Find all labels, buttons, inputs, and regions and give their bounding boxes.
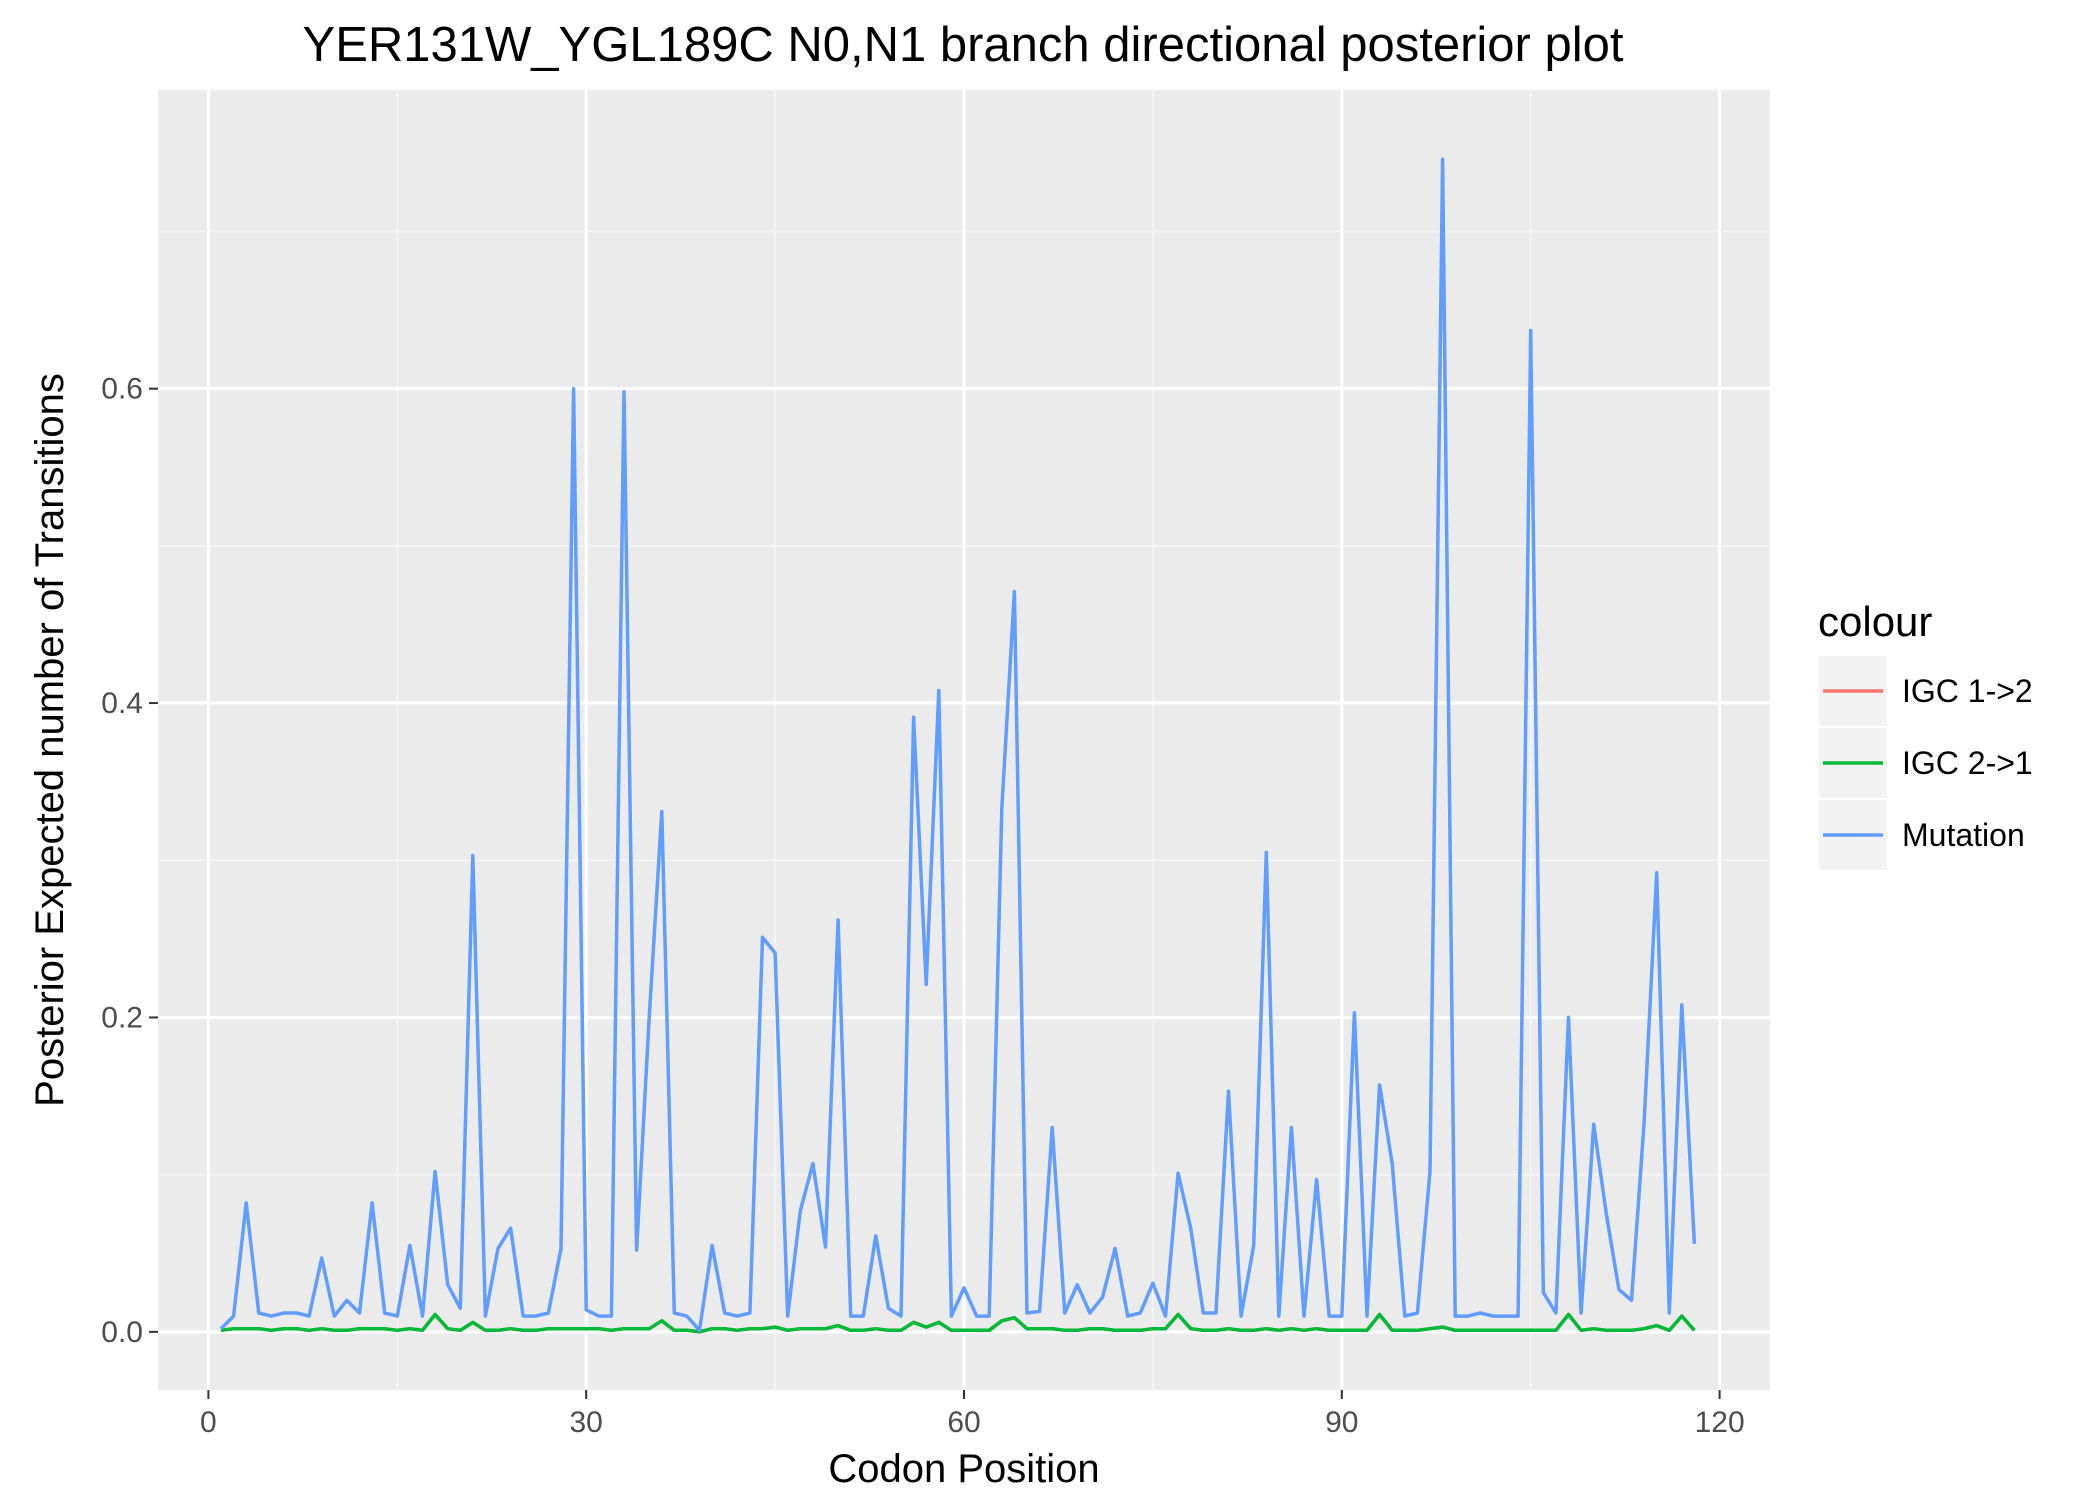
legend-label: IGC 1->2 xyxy=(1902,673,2033,709)
y-tick-label: 0.0 xyxy=(101,1316,143,1349)
x-tick-label: 120 xyxy=(1695,1406,1745,1439)
x-tick-label: 30 xyxy=(570,1406,603,1439)
tick-labels: 0 30 60 90 120 0.0 0.2 0.4 0.6 xyxy=(101,373,1744,1439)
legend-label: Mutation xyxy=(1902,817,2025,853)
y-axis-label: Posterior Expected number of Transitions xyxy=(28,373,72,1107)
y-tick-label: 0.6 xyxy=(101,373,143,406)
axis-ticks xyxy=(149,387,1721,1399)
series-line-mutation xyxy=(219,157,1697,1333)
series-lines xyxy=(219,157,1697,1334)
x-tick-label: 90 xyxy=(1325,1406,1358,1439)
y-tick-label: 0.4 xyxy=(101,687,143,720)
legend-title: colour xyxy=(1818,598,1932,645)
chart-title: YER131W_YGL189C N0,N1 branch directional… xyxy=(303,18,1624,72)
y-tick-label: 0.2 xyxy=(101,1001,143,1034)
x-axis-label: Codon Position xyxy=(828,1447,1099,1491)
legend-label: IGC 2->1 xyxy=(1902,745,2033,781)
x-tick-label: 60 xyxy=(947,1406,980,1439)
x-tick-label: 0 xyxy=(200,1406,217,1439)
series-line-igc-2-1 xyxy=(220,1312,1696,1334)
legend: colour IGC 1->2 IGC 2->1 Mutation xyxy=(1817,598,2033,872)
